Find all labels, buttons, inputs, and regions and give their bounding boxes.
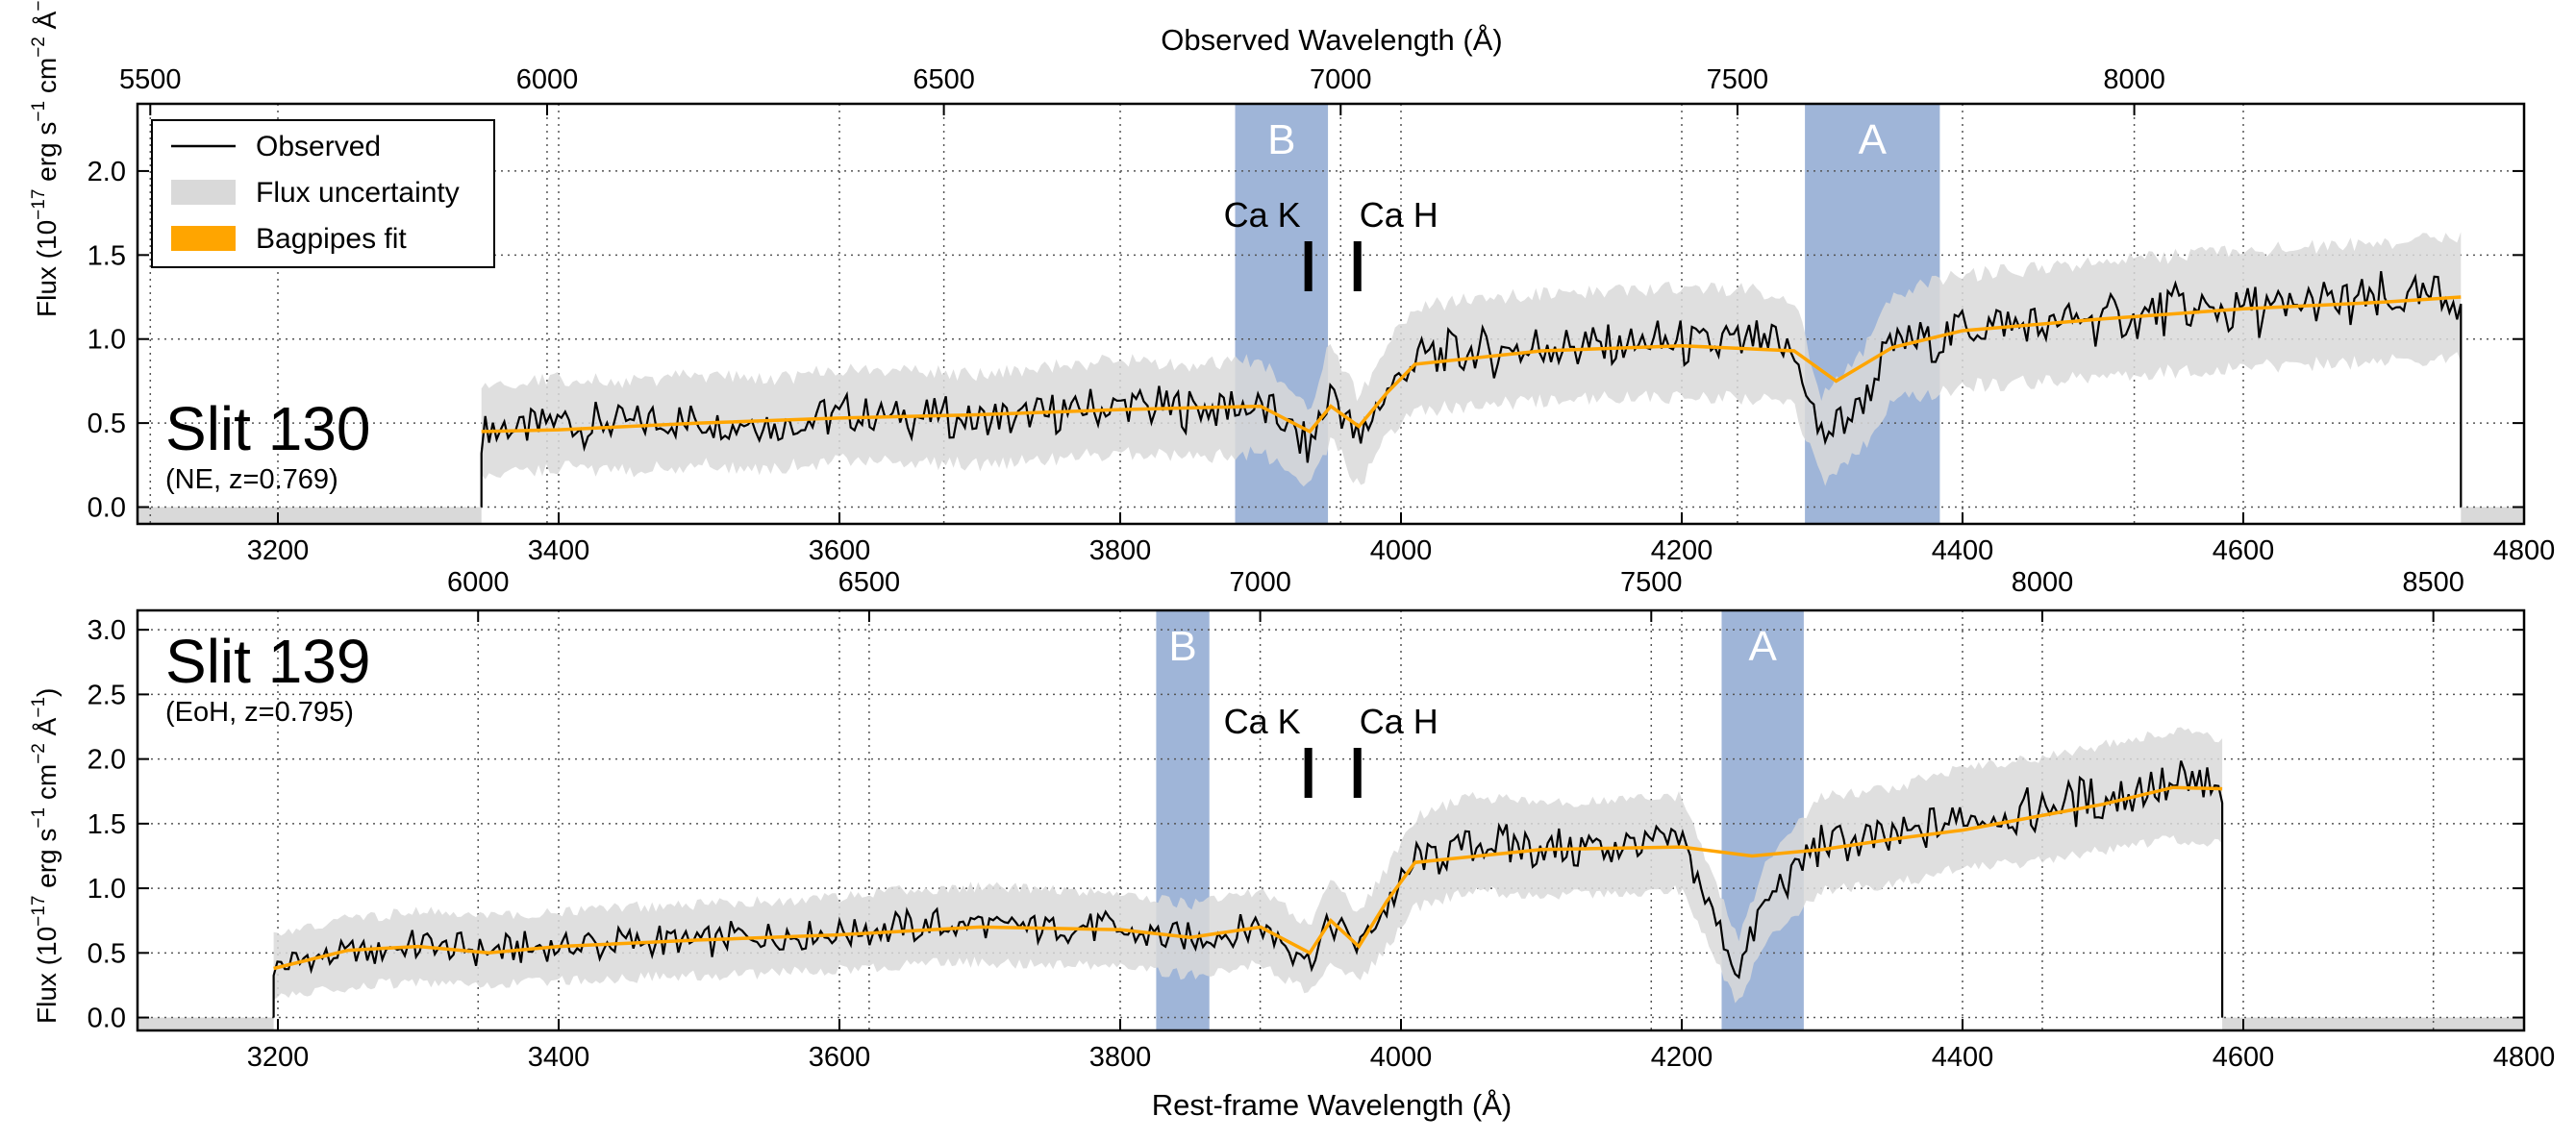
y-tick-label-0: 0.0: [88, 493, 126, 524]
legend-observed-label: Observed: [256, 131, 381, 162]
plot-area: [138, 610, 2524, 1030]
y-tick-label-4: 2.0: [88, 745, 126, 776]
telluric-band-label-A: A: [1859, 116, 1888, 163]
telluric-band-label-B: B: [1267, 116, 1295, 163]
panel-title: Slit 139: [165, 627, 370, 696]
line-label-Ca-H: Ca H: [1360, 702, 1438, 741]
y-tick-label-5: 2.5: [88, 680, 126, 710]
x-tick-label-3200: 3200: [247, 535, 310, 566]
floor-left: [138, 507, 482, 524]
top-tick-label-7000: 7000: [1310, 64, 1372, 95]
floor-right: [2461, 507, 2524, 524]
line-label-Ca-K: Ca K: [1224, 702, 1301, 741]
x-tick-label-4600: 4600: [2213, 535, 2275, 566]
panel-subtitle: (NE, z=0.769): [165, 464, 338, 495]
bagpipes-fit: [481, 295, 2462, 434]
top-tick-label-6500: 6500: [838, 567, 901, 598]
x-tick-label-3600: 3600: [809, 1042, 871, 1073]
legend-uncertainty-label: Flux uncertainty: [256, 177, 460, 209]
top-tick-label-6000: 6000: [516, 64, 579, 95]
x-tick-label-3200: 3200: [247, 1042, 310, 1073]
x-tick-label-4000: 4000: [1370, 535, 1433, 566]
x-tick-label-4400: 4400: [1932, 1042, 1994, 1073]
x-tick-label-4800: 4800: [2493, 535, 2556, 566]
x-tick-label-4800: 4800: [2493, 1042, 2556, 1073]
y-tick-label-4: 2.0: [88, 157, 126, 187]
axes-frame: [136, 102, 2526, 526]
y-tick-label-3: 1.5: [88, 240, 126, 271]
y-tick-label-0: 0.0: [88, 1004, 126, 1034]
plot-area: [138, 104, 2524, 524]
x-tick-label-3800: 3800: [1089, 1042, 1152, 1073]
legend-fit-label: Bagpipes fit: [256, 223, 407, 255]
axes-frame: [136, 608, 2526, 1032]
top-tick-label-6000: 6000: [447, 567, 510, 598]
panel-subtitle: (EoH, z=0.795): [165, 697, 354, 728]
legend: Observed Flux uncertainty Bagpipes fit: [151, 119, 495, 268]
floor-right: [2222, 1017, 2524, 1030]
top-tick-label-8000: 8000: [2012, 567, 2074, 598]
y-tick-label-1: 0.5: [88, 409, 126, 439]
y-axis-label-bottom: Flux (10−17 erg s−1 cm−2 Å−1): [29, 688, 62, 1024]
y-axis-label-top: Flux (10−17 erg s−1 cm−2 Å−1): [29, 0, 62, 317]
x-tick-label-3600: 3600: [809, 535, 871, 566]
telluric-band-label-B: B: [1168, 623, 1196, 670]
top-tick-label-5500: 5500: [119, 64, 182, 95]
x-tick-label-4200: 4200: [1651, 1042, 1713, 1073]
y-tick-label-2: 1.0: [88, 325, 126, 356]
top-tick-label-7500: 7500: [1707, 64, 1769, 95]
line-label-Ca-K: Ca K: [1224, 195, 1301, 235]
top-tick-label-8500: 8500: [2402, 567, 2464, 598]
top-axis-label: Observed Wavelength (Å): [1161, 23, 1503, 57]
x-tick-label-3400: 3400: [528, 535, 590, 566]
panel-title: Slit 130: [165, 394, 370, 463]
x-tick-label-4000: 4000: [1370, 1042, 1433, 1073]
x-tick-label-3400: 3400: [528, 1042, 590, 1073]
bagpipes-fit: [273, 785, 2223, 971]
y-tick-label-2: 1.0: [88, 874, 126, 905]
legend-fit-swatch: [171, 226, 236, 251]
x-tick-label-3800: 3800: [1089, 535, 1152, 566]
telluric-band-label-A: A: [1749, 623, 1778, 670]
x-tick-label-4200: 4200: [1651, 535, 1713, 566]
x-tick-label-4400: 4400: [1932, 535, 1994, 566]
top-tick-label-6500: 6500: [913, 64, 975, 95]
panel-slit-139: B A Ca K Ca H 3200 3400 3600 3800 4000 4200 4400 46…: [88, 567, 2556, 1073]
y-tick-label-3: 1.5: [88, 809, 126, 840]
floor-left: [138, 1017, 274, 1030]
top-tick-label-8000: 8000: [2103, 64, 2165, 95]
flux-uncertainty-band: [273, 727, 2223, 1004]
x-tick-label-4600: 4600: [2213, 1042, 2275, 1073]
y-tick-label-1: 0.5: [88, 938, 126, 969]
legend-uncertainty-swatch: [171, 180, 236, 205]
panel-slit-130: B A Ca K Ca H 3200 3400 3600 3800 4000 4200 4400 46…: [88, 64, 2556, 566]
bottom-axis-label: Rest-frame Wavelength (Å): [1152, 1088, 1512, 1122]
top-tick-label-7000: 7000: [1229, 567, 1291, 598]
y-tick-label-6: 3.0: [88, 615, 126, 646]
line-label-Ca-H: Ca H: [1360, 195, 1438, 235]
top-tick-label-7500: 7500: [1620, 567, 1683, 598]
